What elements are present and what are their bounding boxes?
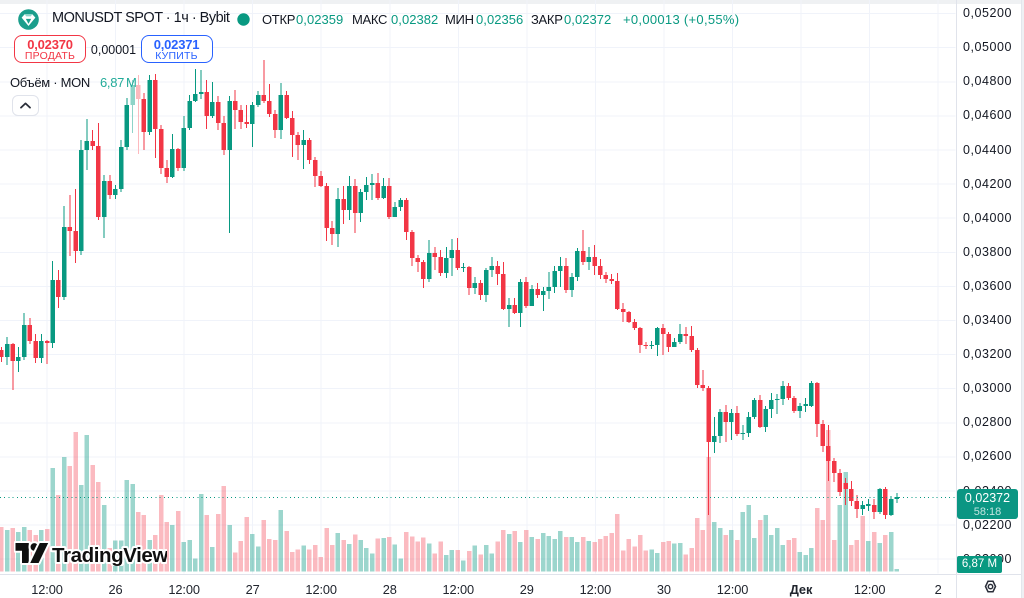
svg-text:TradingView: TradingView [52, 544, 167, 566]
